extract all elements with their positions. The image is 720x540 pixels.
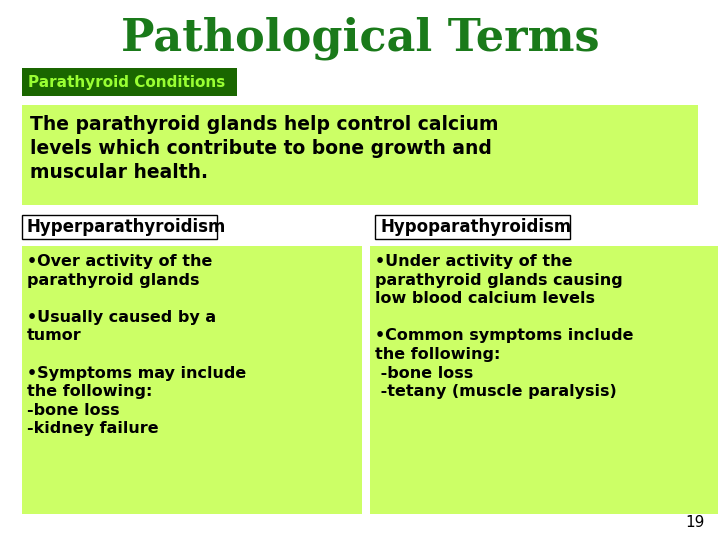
Text: The parathyroid glands help control calcium
levels which contribute to bone grow: The parathyroid glands help control calc… (30, 115, 498, 183)
FancyBboxPatch shape (22, 215, 217, 239)
Text: 19: 19 (685, 515, 705, 530)
Text: Parathyroid Conditions: Parathyroid Conditions (28, 75, 225, 90)
Text: •Over activity of the
parathyroid glands

•Usually caused by a
tumor

•Symptoms : •Over activity of the parathyroid glands… (27, 254, 246, 436)
Text: •Under activity of the
parathyroid glands causing
low blood calcium levels

•Com: •Under activity of the parathyroid gland… (375, 254, 634, 399)
Text: Hyperparathyroidism: Hyperparathyroidism (27, 218, 226, 236)
FancyBboxPatch shape (22, 68, 237, 96)
FancyBboxPatch shape (375, 215, 570, 239)
Text: Pathological Terms: Pathological Terms (121, 16, 599, 60)
FancyBboxPatch shape (22, 105, 698, 205)
Text: Hypoparathyroidism: Hypoparathyroidism (380, 218, 571, 236)
FancyBboxPatch shape (370, 246, 718, 514)
FancyBboxPatch shape (22, 246, 362, 514)
